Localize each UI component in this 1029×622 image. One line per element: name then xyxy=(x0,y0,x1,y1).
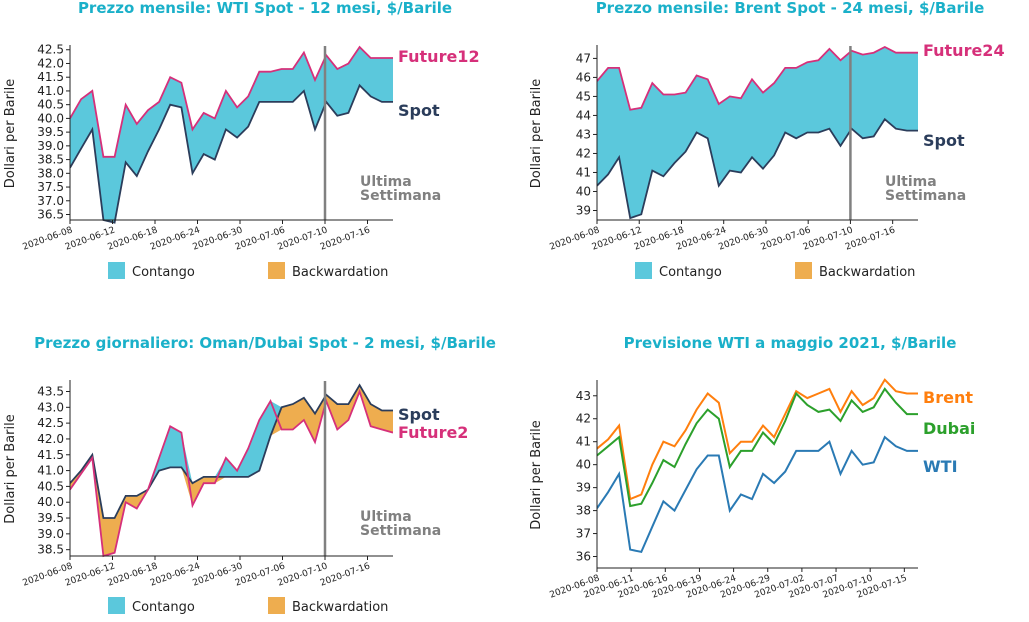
series-line-dubai xyxy=(597,387,918,508)
y-tick-label: 38.5 xyxy=(37,153,64,167)
backwardation-swatch xyxy=(268,597,285,614)
legend-backwardation: Backwardation xyxy=(292,265,388,280)
chart-4: Previsione WTI a maggio 2021, $/Barile Do… xyxy=(529,334,975,601)
y-tick-label: 36.5 xyxy=(37,208,64,222)
annotation-line-1: Ultima xyxy=(885,174,937,190)
backwardation-swatch xyxy=(268,262,285,279)
series-line-spot xyxy=(597,117,918,220)
annotation-line-1: Ultima xyxy=(360,174,412,190)
y-tick-label: 41 xyxy=(576,165,591,179)
y-tick-label: 40.5 xyxy=(37,479,64,493)
y-tick-label: 47 xyxy=(576,51,591,65)
series-line-wti xyxy=(597,435,918,554)
y-tick-label: 46 xyxy=(576,70,591,84)
y-tick-label: 43 xyxy=(576,389,591,403)
backwardation-area xyxy=(70,385,393,556)
y-tick-label: 43.0 xyxy=(37,400,64,414)
y-tick-label: 43 xyxy=(576,127,591,141)
contango-swatch xyxy=(108,597,125,614)
series-label-spot: Spot xyxy=(923,131,965,150)
y-tick-label: 39 xyxy=(576,481,591,495)
annotation-line-2: Settimana xyxy=(360,188,441,204)
y-axis-label: Dollari per Barile xyxy=(3,414,18,523)
y-tick-label: 43.5 xyxy=(37,384,64,398)
y-tick-label: 41.0 xyxy=(37,84,64,98)
y-tick-label: 40.0 xyxy=(37,111,64,125)
chart-title: Prezzo mensile: WTI Spot - 12 mesi, $/Ba… xyxy=(78,0,452,17)
series-line-spot xyxy=(70,383,393,519)
series-label-future24: Future24 xyxy=(923,41,1005,60)
y-tick-label: 39.0 xyxy=(37,139,64,153)
y-tick-label: 42 xyxy=(576,412,591,426)
y-tick-label: 44 xyxy=(576,108,591,122)
chart-title: Prezzo mensile: Brent Spot - 24 mesi, $/… xyxy=(596,0,985,17)
series-line-spot xyxy=(70,83,393,224)
y-tick-label: 42.5 xyxy=(37,416,64,430)
annotation-line-2: Settimana xyxy=(360,523,441,539)
series-label-spot: Spot xyxy=(398,101,440,120)
chart-title: Prezzo giornaliero: Oman/Dubai Spot - 2 … xyxy=(34,334,496,352)
legend-backwardation: Backwardation xyxy=(292,600,388,615)
legend-contango: Contango xyxy=(132,265,195,280)
contango-area xyxy=(597,47,918,219)
series-line-future12 xyxy=(70,45,393,158)
series-label-dubai: Dubai xyxy=(923,419,975,438)
y-axis-label: Dollari per Barile xyxy=(529,420,544,529)
legend: Contango Backwardation xyxy=(108,262,388,280)
series-label-wti: WTI xyxy=(923,457,958,476)
chart-title: Previsione WTI a maggio 2021, $/Barile xyxy=(624,334,957,352)
y-tick-label: 40.5 xyxy=(37,98,64,112)
legend-contango: Contango xyxy=(659,265,722,280)
annotation-line-2: Settimana xyxy=(885,188,966,204)
y-tick-label: 40.0 xyxy=(37,495,64,509)
y-tick-label: 40 xyxy=(576,458,591,472)
chart-1: Prezzo mensile: WTI Spot - 12 mesi, $/Ba… xyxy=(3,0,480,280)
y-tick-label: 45 xyxy=(576,89,591,103)
series-label-brent: Brent xyxy=(923,388,973,407)
y-tick-label: 42.5 xyxy=(37,43,64,57)
legend: Contango Backwardation xyxy=(635,262,915,280)
chart-2: Prezzo mensile: Brent Spot - 24 mesi, $/… xyxy=(529,0,1005,280)
y-tick-label: 39.5 xyxy=(37,511,64,525)
y-tick-label: 41.0 xyxy=(37,464,64,478)
y-tick-label: 41.5 xyxy=(37,448,64,462)
series-label-future2: Future2 xyxy=(398,423,468,442)
y-tick-label: 37.5 xyxy=(37,180,64,194)
y-tick-label: 42 xyxy=(576,146,591,160)
backwardation-swatch xyxy=(795,262,812,279)
y-tick-label: 39.0 xyxy=(37,527,64,541)
y-tick-label: 38.0 xyxy=(37,166,64,180)
contango-swatch xyxy=(635,262,652,279)
series-label-spot: Spot xyxy=(398,405,440,424)
y-tick-label: 37 xyxy=(576,527,591,541)
chart-3: Prezzo giornaliero: Oman/Dubai Spot - 2 … xyxy=(3,334,496,615)
series-line-future2 xyxy=(70,388,393,558)
contango-swatch xyxy=(108,262,125,279)
y-tick-label: 36 xyxy=(576,550,591,564)
y-tick-label: 41.5 xyxy=(37,70,64,84)
y-tick-label: 42.0 xyxy=(37,432,64,446)
legend-contango: Contango xyxy=(132,600,195,615)
y-axis-label: Dollari per Barile xyxy=(3,79,18,188)
series-label-future12: Future12 xyxy=(398,47,480,66)
y-tick-label: 38 xyxy=(576,504,591,518)
y-tick-label: 42.0 xyxy=(37,56,64,70)
legend-backwardation: Backwardation xyxy=(819,265,915,280)
contango-area xyxy=(70,47,393,223)
y-tick-label: 37.0 xyxy=(37,194,64,208)
annotation-line-1: Ultima xyxy=(360,509,412,525)
y-tick-label: 39.5 xyxy=(37,125,64,139)
series-line-future24 xyxy=(597,45,918,111)
y-tick-label: 39 xyxy=(576,203,591,217)
y-axis-label: Dollari per Barile xyxy=(529,79,544,188)
y-tick-label: 40 xyxy=(576,184,591,198)
y-tick-label: 41 xyxy=(576,435,591,449)
series-line-brent xyxy=(597,378,918,501)
legend: Contango Backwardation xyxy=(108,597,388,615)
y-tick-label: 38.5 xyxy=(37,543,64,557)
